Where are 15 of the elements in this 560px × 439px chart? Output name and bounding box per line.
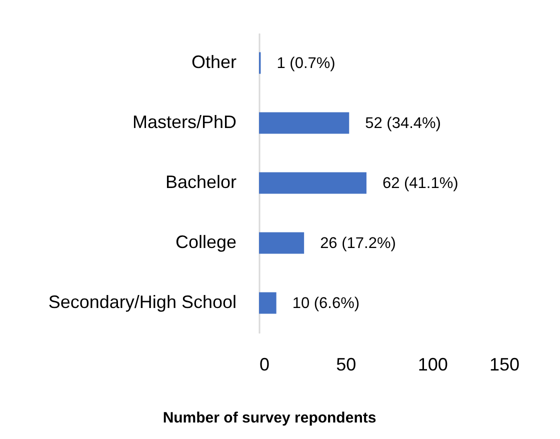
data-label: 52 (34.4%) (365, 115, 441, 132)
x-tick-label: 50 (336, 354, 356, 374)
y-tick-label: College (175, 232, 236, 252)
x-axis-title: Number of survey repondents (162, 410, 376, 426)
y-tick-label: Other (191, 52, 236, 72)
x-tick-label: 150 (489, 354, 520, 374)
x-tick-label: 100 (418, 354, 448, 374)
data-label: 1 (0.7%) (276, 55, 336, 72)
data-label: 26 (17.2%) (320, 235, 396, 252)
data-label: 10 (6.6%) (292, 295, 360, 312)
y-tick-label: Bachelor (165, 172, 236, 192)
x-tick-label: 0 (260, 354, 270, 374)
y-tick-label: Masters/PhD (132, 112, 236, 132)
data-label: 62 (41.1%) (382, 175, 458, 192)
y-tick-label: Secondary/High School (48, 292, 236, 312)
